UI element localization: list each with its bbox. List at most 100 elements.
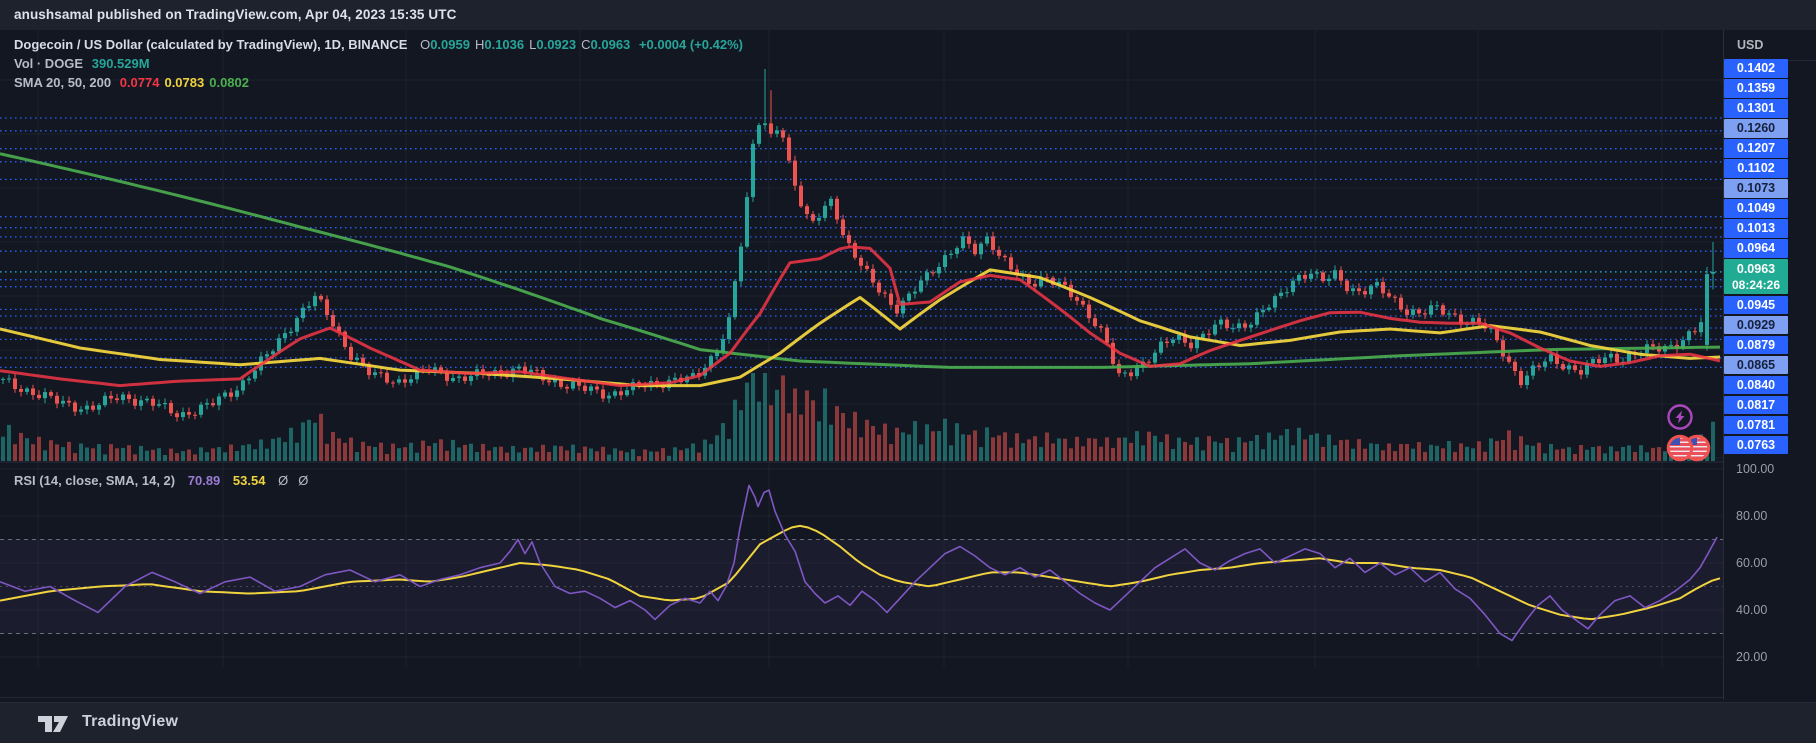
- candle-body: [175, 413, 179, 418]
- volume-bar: [817, 421, 821, 461]
- lightning-event-icon[interactable]: [1667, 404, 1693, 430]
- price-alert-label: 0.1359: [1724, 79, 1788, 98]
- candle-body: [955, 248, 959, 254]
- symbol-legend-row[interactable]: Dogecoin / US Dollar (calculated by Trad…: [14, 36, 743, 54]
- price-chart-canvas[interactable]: [0, 30, 1723, 700]
- candle-body: [1525, 375, 1529, 385]
- rsi-hidden-value: Ø: [298, 473, 309, 488]
- candle-body: [1099, 326, 1103, 328]
- candle-body: [307, 306, 311, 308]
- candle-body: [715, 352, 719, 357]
- candle-body: [7, 378, 11, 380]
- candle-body: [1201, 333, 1205, 338]
- volume-bar: [877, 434, 881, 461]
- rsi-scale-label: 40.00: [1736, 603, 1768, 617]
- price-axis[interactable]: USD 0.1402 0.1359 0.1301 0.1260 0.1207 0.1102…: [1723, 30, 1816, 700]
- volume-bar: [1177, 437, 1181, 461]
- candle-body: [1237, 323, 1241, 329]
- volume-bar: [1, 436, 5, 461]
- main-legend[interactable]: Dogecoin / US Dollar (calculated by Trad…: [14, 36, 743, 93]
- volume-bar: [955, 423, 959, 461]
- candle-body: [517, 366, 521, 369]
- volume-bar: [631, 449, 635, 461]
- tradingview-logo-icon[interactable]: [38, 712, 74, 736]
- volume-bar: [1453, 451, 1457, 461]
- candle-body: [931, 272, 935, 274]
- volume-bar: [1141, 445, 1145, 461]
- volume-bar: [1489, 438, 1493, 461]
- volume-bar: [1477, 441, 1481, 461]
- rsi-legend[interactable]: RSI (14, close, SMA, 14, 2) 70.89 53.54 …: [14, 472, 318, 491]
- sma-200-line[interactable]: [0, 152, 1721, 369]
- volume-bar: [1153, 435, 1157, 461]
- candle-body: [967, 236, 971, 244]
- candle-body: [1261, 309, 1265, 313]
- volume-bar: [403, 447, 407, 461]
- volume-bar: [1333, 445, 1337, 461]
- candle-body: [1279, 292, 1283, 296]
- candle-body: [829, 198, 833, 206]
- candle-body: [1519, 371, 1523, 386]
- candle-body: [1093, 318, 1097, 327]
- volume-bar: [1711, 421, 1715, 461]
- volume-bar: [61, 447, 65, 461]
- volume-bar: [685, 448, 689, 461]
- candle-body: [313, 295, 317, 307]
- sma-legend-row[interactable]: SMA 20, 50, 200 0.0774 0.0783 0.0802: [14, 74, 743, 92]
- candle-body: [865, 265, 869, 269]
- volume-bar: [451, 439, 455, 461]
- volume-bar: [1423, 451, 1427, 461]
- candle-body: [769, 123, 773, 134]
- sma-20-line[interactable]: [0, 245, 1721, 388]
- rsi-title: RSI (14, close, SMA, 14, 2): [14, 473, 176, 488]
- candle-body: [91, 405, 95, 410]
- volume-bar: [751, 373, 755, 461]
- volume-bar: [1651, 447, 1655, 461]
- rsi-legend-row[interactable]: RSI (14, close, SMA, 14, 2) 70.89 53.54 …: [14, 472, 318, 490]
- candle-body: [109, 395, 113, 399]
- candle-body: [739, 246, 743, 282]
- volume-bar: [1093, 438, 1097, 461]
- volume-bar: [1513, 450, 1517, 461]
- volume-bar: [1339, 440, 1343, 461]
- rsi-scale-label: 20.00: [1736, 650, 1768, 664]
- ohlc-value: 0.0963: [590, 37, 631, 52]
- candle-body: [157, 404, 161, 406]
- volume-bar: [961, 434, 965, 461]
- us-flag-event-icon[interactable]: [1666, 434, 1694, 462]
- candle-body: [1351, 288, 1355, 292]
- candle-body: [607, 395, 611, 399]
- rsi-sma-line[interactable]: [0, 524, 1721, 621]
- candle-body: [847, 235, 851, 244]
- volume-legend-row[interactable]: Vol · DOGE 390.529M: [14, 55, 743, 73]
- candle-body: [877, 282, 881, 293]
- tradingview-brand-text[interactable]: TradingView: [82, 713, 179, 730]
- candle-body: [1009, 257, 1013, 270]
- volume-bar: [1099, 446, 1103, 461]
- candle-body: [247, 378, 251, 381]
- volume-bar: [1375, 444, 1379, 461]
- candle-body: [1165, 341, 1169, 343]
- volume-bar: [883, 423, 887, 461]
- sma-50-line[interactable]: [0, 268, 1721, 388]
- candle-body: [949, 253, 953, 255]
- change-value: +0.0004 (+0.42%): [638, 37, 743, 52]
- candle-body: [1003, 255, 1007, 258]
- candle-body: [1105, 327, 1109, 343]
- rsi-line[interactable]: [0, 484, 1718, 642]
- price-alert-label: 0.0781: [1724, 415, 1788, 434]
- candle-body: [1207, 333, 1211, 335]
- volume-bar: [505, 452, 509, 461]
- sma-values: 0.0774 0.0783 0.0802: [120, 75, 254, 90]
- chart-area[interactable]: Dogecoin / US Dollar (calculated by Trad…: [0, 30, 1723, 720]
- candle-body: [577, 381, 581, 386]
- volume-bar: [1051, 443, 1055, 461]
- candle-body: [181, 412, 185, 418]
- candle-body: [1579, 370, 1583, 375]
- candle-body: [1249, 324, 1253, 328]
- volume-bar: [235, 451, 239, 461]
- candle-body: [853, 243, 857, 258]
- volume-bar: [19, 432, 23, 461]
- candle-body: [1417, 309, 1421, 314]
- candle-body: [1345, 280, 1349, 292]
